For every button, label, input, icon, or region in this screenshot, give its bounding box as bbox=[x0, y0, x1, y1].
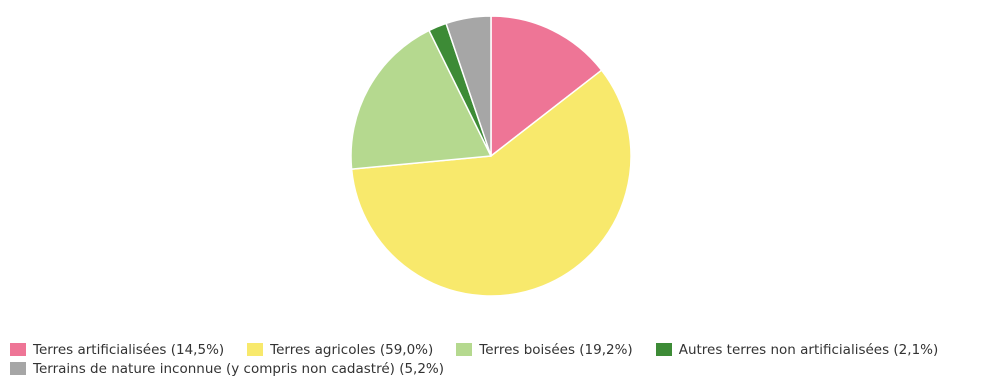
legend-item-terres-agricoles[interactable]: Terres agricoles (59,0%) bbox=[247, 342, 433, 358]
legend-swatch bbox=[10, 343, 26, 356]
legend-label: Terres artificialisées (14,5%) bbox=[33, 341, 225, 358]
legend-swatch bbox=[247, 343, 264, 356]
legend-item-terrains-nature-inconnue[interactable]: Terrains de nature inconnue (y compris n… bbox=[10, 361, 444, 377]
legend-item-terres-artificialisees[interactable]: Terres artificialisées (14,5%) bbox=[10, 342, 224, 358]
legend-item-terres-boisees[interactable]: Terres boisées (19,2%) bbox=[456, 341, 633, 358]
legend-swatch bbox=[456, 343, 473, 356]
legend-label: Terres boisées (19,2%) bbox=[479, 341, 633, 358]
legend: Terres artificialisées (14,5%) Terres ag… bbox=[10, 340, 985, 378]
pie-slice-terres-boisees[interactable] bbox=[350, 29, 492, 170]
legend-swatch bbox=[655, 343, 672, 356]
pie-slice-terres-artificialisees[interactable] bbox=[490, 15, 603, 157]
legend-label: Autres terres non artificialisées (2,1%) bbox=[678, 341, 939, 358]
pie-slice-terrains-nature-inconnue[interactable] bbox=[445, 15, 492, 157]
legend-row-1: Terres artificialisées (14,5%) Terres ag… bbox=[10, 340, 985, 359]
legend-label: Terres agricoles (59,0%) bbox=[270, 341, 434, 358]
pie-slices bbox=[350, 15, 632, 297]
legend-swatch bbox=[10, 362, 26, 375]
pie-slice-terres-agricoles[interactable] bbox=[350, 69, 632, 297]
legend-item-autres-terres[interactable]: Autres terres non artificialisées (2,1%) bbox=[655, 341, 939, 358]
legend-row-2: Terrains de nature inconnue (y compris n… bbox=[10, 359, 985, 378]
legend-label: Terrains de nature inconnue (y compris n… bbox=[33, 360, 445, 377]
